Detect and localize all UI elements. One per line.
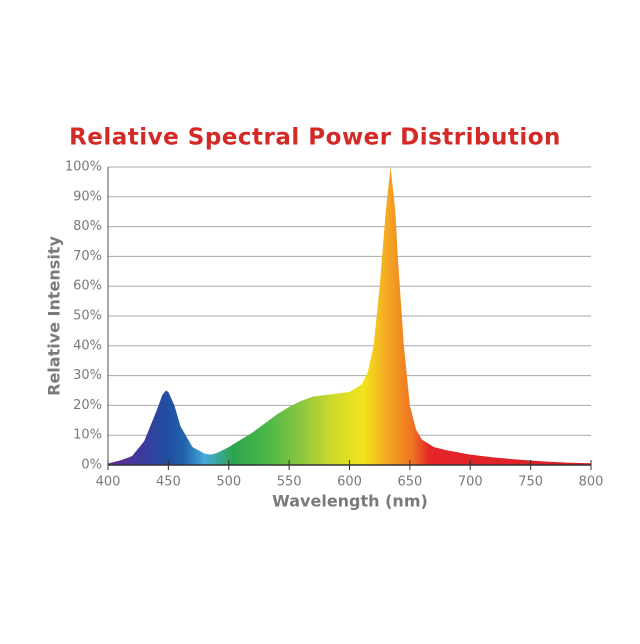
x-tick-label: 450 bbox=[156, 475, 181, 490]
spectrum-area bbox=[108, 167, 591, 465]
x-tick-label: 800 bbox=[579, 475, 604, 490]
y-tick-label: 10% bbox=[73, 428, 102, 443]
y-tick-label: 70% bbox=[73, 249, 102, 264]
x-tick-label: 550 bbox=[277, 475, 302, 490]
x-tick-label: 500 bbox=[216, 475, 241, 490]
x-tick-label: 650 bbox=[397, 475, 422, 490]
y-tick-label: 40% bbox=[73, 338, 102, 353]
y-tick-label: 50% bbox=[73, 309, 102, 324]
y-axis-title: Relative Intensity bbox=[45, 236, 64, 396]
x-tick-label: 700 bbox=[458, 475, 483, 490]
y-tick-label: 90% bbox=[73, 189, 102, 204]
x-tick-label: 400 bbox=[96, 475, 121, 490]
y-tick-label: 60% bbox=[73, 279, 102, 294]
y-tick-label: 20% bbox=[73, 398, 102, 413]
x-tick-label: 750 bbox=[518, 475, 543, 490]
x-tick-label: 600 bbox=[337, 475, 362, 490]
y-tick-label: 30% bbox=[73, 368, 102, 383]
y-tick-label: 80% bbox=[73, 219, 102, 234]
y-tick-label: 100% bbox=[65, 160, 102, 175]
y-tick-label: 0% bbox=[81, 458, 102, 473]
chart-title: Relative Spectral Power Distribution bbox=[69, 125, 561, 151]
x-axis-title: Wavelength (nm) bbox=[272, 492, 428, 511]
